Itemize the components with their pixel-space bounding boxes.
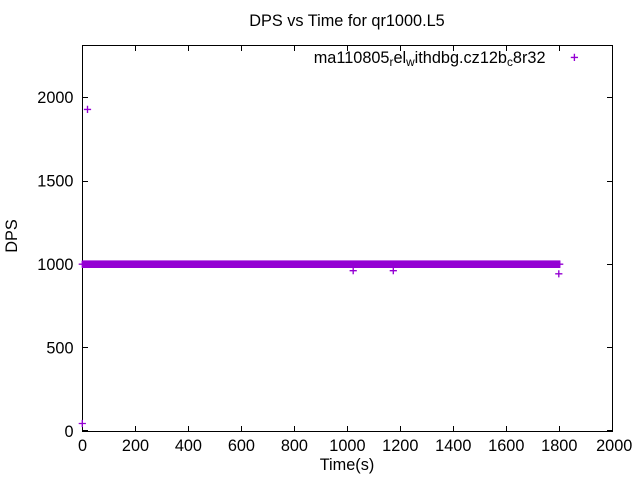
svg-text:400: 400 xyxy=(175,437,202,455)
svg-text:600: 600 xyxy=(228,437,255,455)
svg-text:500: 500 xyxy=(46,339,73,357)
svg-text:1200: 1200 xyxy=(382,437,418,455)
svg-text:200: 200 xyxy=(122,437,149,455)
svg-text:1000: 1000 xyxy=(37,256,73,274)
svg-text:800: 800 xyxy=(281,437,308,455)
svg-text:1800: 1800 xyxy=(541,437,577,455)
svg-text:DPS: DPS xyxy=(3,219,21,253)
svg-text:0: 0 xyxy=(78,437,87,455)
svg-text:1500: 1500 xyxy=(37,172,73,190)
svg-text:1000: 1000 xyxy=(329,437,365,455)
svg-text:2000: 2000 xyxy=(37,89,73,107)
svg-text:Time(s): Time(s) xyxy=(320,456,375,474)
svg-text:1600: 1600 xyxy=(488,437,524,455)
svg-text:1400: 1400 xyxy=(435,437,471,455)
svg-text:DPS vs Time for qr1000.L5: DPS vs Time for qr1000.L5 xyxy=(249,12,444,30)
svg-text:ma110805relwithdbg.cz12bc8r32: ma110805relwithdbg.cz12bc8r32 xyxy=(314,49,546,69)
svg-text:0: 0 xyxy=(64,423,73,441)
svg-text:2000: 2000 xyxy=(596,437,632,455)
